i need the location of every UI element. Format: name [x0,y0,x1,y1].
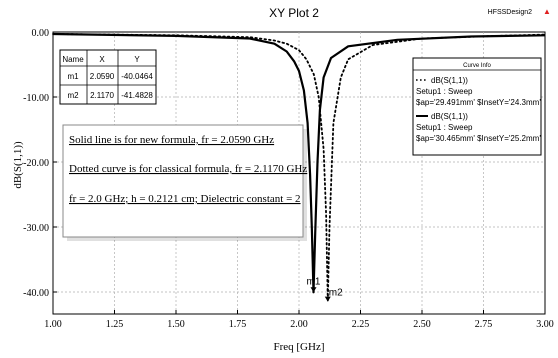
marker-points: m1 m2 [307,276,343,302]
annotation-box: Solid line is for new formula, fr = 2.05… [62,124,307,241]
table-header-x: X [99,55,105,64]
x-tick-label: 2.50 [413,319,431,330]
table-cell-m1-name: m1 [67,72,79,81]
table-cell-m2-y: -41.4828 [121,91,153,100]
table-header-name: Name [62,55,84,64]
annotation-new-formula: Solid line is for new formula, fr = 2.05… [69,134,274,146]
annotation-parameters: fr = 2.0 GHz; h = 0.2121 cm; Dielectric … [69,193,301,205]
table-cell-m1-y: -40.0464 [121,72,153,81]
y-tick-label: -20.00 [23,158,49,169]
x-tick-label: 2.00 [290,319,308,330]
x-tick-label: 1.50 [167,319,185,330]
x-tick-label: 1.25 [106,319,124,330]
x-axis-label: Freq [GHz] [273,341,324,353]
series-lines [52,32,546,303]
marker-label-m2: m2 [329,288,343,299]
y-tick-label: -10.00 [23,93,49,104]
y-tick-label: 0.00 [32,28,50,39]
annotation-classical-formula: Dotted curve is for classical formula, f… [69,163,307,175]
legend-series-1-setup: Setup1 : Sweep [416,87,473,96]
legend: Curve Info dB(S(1,1)) Setup1 : Sweep $ap… [412,57,542,156]
design-name: HFSSDesign2 [488,9,532,16]
legend-series-1-params: $ap='29.491mm' $InsetY='24.3mm' [416,98,541,107]
ansys-logo-icon: ▲ [543,7,551,16]
marker-point-m1 [310,287,317,293]
table-header-y: Y [134,55,140,64]
y-tick-label: -40.00 [23,288,49,299]
x-tick-label: 3.00 [536,319,554,330]
legend-series-1-name: dB(S(1,1)) [431,76,468,85]
x-tick-label: 1.00 [44,319,62,330]
table-cell-m2-x: 2.1170 [90,91,114,100]
y-axis-ticks: 0.00 -10.00 -20.00 -30.00 -40.00 [23,28,57,299]
legend-series-2-name: dB(S(1,1)) [431,112,468,121]
x-tick-label: 2.75 [475,319,493,330]
legend-series-2-params: $ap='30.465mm' $InsetY='25.2mm' [416,134,541,143]
x-tick-label: 2.25 [352,319,370,330]
marker-table: Name X Y m1 2.0590 -40.0464 m2 2.1170 -4… [59,49,157,105]
marker-label-m1: m1 [307,276,321,287]
x-axis-ticks: 1.00 1.25 1.50 1.75 2.00 2.25 2.50 2.75 3.00 [44,310,554,330]
y-tick-label: -30.00 [23,223,49,234]
x-tick-label: 1.75 [229,319,247,330]
plot-title: XY Plot 2 [269,6,319,20]
series-line-solid [52,32,546,294]
table-cell-m2-name: m2 [67,91,79,100]
y-axis-label: dB(S(1,1)) [12,141,24,189]
marker-point-m2 [324,296,331,302]
table-cell-m1-x: 2.0590 [90,72,115,81]
series-line-dotted [52,33,546,303]
legend-title: Curve Info [463,63,491,69]
legend-series-2-setup: Setup1 : Sweep [416,123,473,132]
